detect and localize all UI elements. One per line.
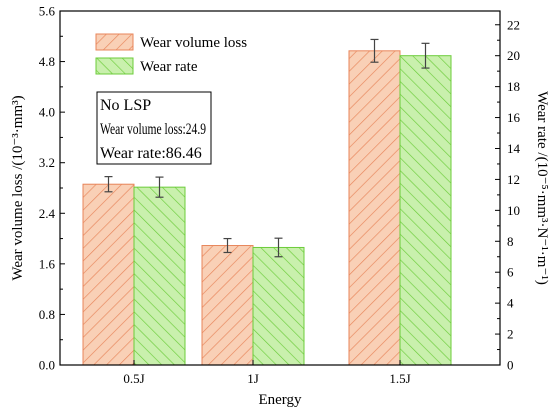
bar-wear-rate-0.5J bbox=[133, 186, 186, 366]
bars-group bbox=[82, 50, 452, 366]
right-tick-label: 0 bbox=[507, 358, 514, 373]
left-tick-label: 2.4 bbox=[39, 206, 56, 221]
right-tick-label: 6 bbox=[507, 265, 514, 280]
legend-swatch-wear-volume-loss bbox=[95, 33, 134, 51]
x-axis-title: Energy bbox=[258, 392, 302, 408]
left-tick-label: 0.0 bbox=[39, 358, 55, 373]
legend-swatch-wear-rate bbox=[95, 57, 134, 75]
error-bars-group bbox=[104, 38, 430, 258]
right-tick-label: 8 bbox=[507, 234, 514, 249]
right-tick-label: 18 bbox=[507, 79, 520, 94]
legend-label-wear-rate: Wear rate bbox=[140, 59, 198, 75]
annotation-line-wear-rate: Wear rate:86.46 bbox=[100, 145, 202, 162]
left-tick-label: 4.8 bbox=[39, 54, 55, 69]
x-axis: 0.5J 1J 1.5J bbox=[123, 360, 411, 386]
right-tick-label: 12 bbox=[507, 172, 520, 187]
x-tick-label: 0.5J bbox=[123, 371, 144, 386]
legend: Wear volume loss Wear rate bbox=[95, 33, 247, 75]
right-axis: 0 2 4 6 8 10 12 14 16 18 20 22 bbox=[495, 17, 521, 373]
right-tick-label: 2 bbox=[507, 327, 514, 342]
x-tick-label: 1.5J bbox=[389, 371, 410, 386]
bar-wear-volume-loss-0.5J bbox=[82, 183, 135, 366]
right-axis-title: Wear rate /(10⁻⁵·mm³·N⁻¹·m⁻¹) bbox=[534, 91, 550, 285]
left-tick-label: 5.6 bbox=[39, 4, 56, 19]
left-tick-label: 0.8 bbox=[39, 307, 55, 322]
bar-wear-volume-loss-1.5J bbox=[348, 50, 401, 366]
x-tick-label: 1J bbox=[247, 371, 259, 386]
bar-wear-rate-1.5J bbox=[399, 55, 452, 366]
annotation-border bbox=[96, 91, 212, 165]
right-tick-label: 20 bbox=[507, 48, 520, 63]
left-tick-label: 3.2 bbox=[39, 155, 55, 170]
left-axis: 0.0 0.8 1.6 2.4 3.2 4.0 4.8 5.6 bbox=[39, 4, 65, 373]
right-tick-label: 22 bbox=[507, 17, 520, 32]
right-tick-label: 14 bbox=[507, 141, 521, 156]
left-tick-label: 1.6 bbox=[39, 256, 56, 271]
right-tick-label: 16 bbox=[507, 110, 521, 125]
bar-wear-volume-loss-1J bbox=[201, 245, 254, 366]
right-tick-label: 4 bbox=[507, 296, 514, 311]
legend-label-wear-volume-loss: Wear volume loss bbox=[140, 35, 247, 51]
left-tick-label: 4.0 bbox=[39, 105, 55, 120]
left-axis-title: Wear volume loss /(10⁻³·mm³) bbox=[10, 95, 26, 280]
annotation-line-title: No LSP bbox=[100, 97, 151, 114]
annotation-box: No LSP Wear volume loss:24.9 Wear rate:8… bbox=[96, 91, 212, 165]
right-tick-label: 10 bbox=[507, 203, 520, 218]
bar-wear-rate-1J bbox=[252, 246, 305, 366]
annotation-line-volume-loss: Wear volume loss:24.9 bbox=[100, 121, 206, 138]
